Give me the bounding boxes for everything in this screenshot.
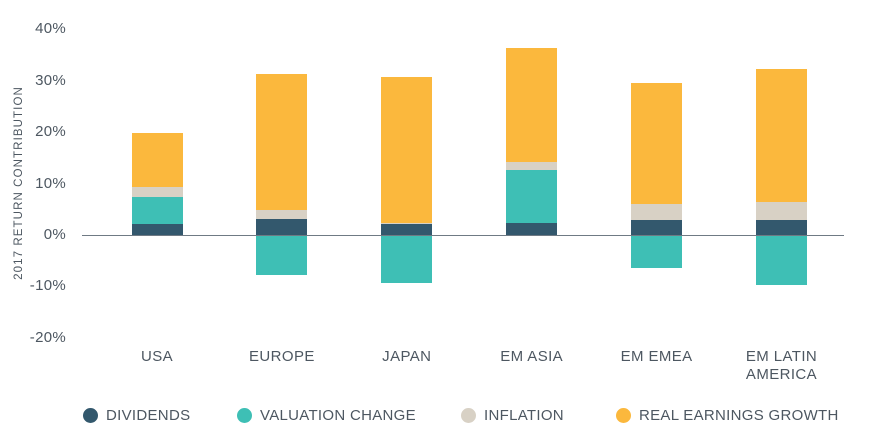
bar-segment — [256, 235, 308, 276]
bar-segment — [131, 197, 183, 225]
bar-segment — [131, 224, 183, 235]
bar-segment — [631, 83, 683, 205]
bar-segment — [131, 187, 183, 198]
bar-segment — [756, 235, 807, 285]
y-tick-label: 30% — [35, 71, 66, 89]
legend-color-dot-icon — [83, 407, 98, 423]
zero-axis-line — [82, 234, 844, 236]
x-axis-label: EUROPE — [249, 348, 315, 365]
legend-color-dot-icon — [616, 407, 631, 423]
x-axis-label: JAPAN — [382, 348, 432, 365]
legend-item: INFLATION — [461, 405, 564, 425]
bar-segment — [381, 223, 433, 225]
bar-segment — [256, 210, 308, 219]
x-axis-label: EM EMEA — [620, 348, 693, 365]
legend-label: DIVIDENDS — [106, 406, 191, 424]
bar-segment — [381, 235, 433, 284]
bar-segment — [756, 69, 807, 202]
bar-segment — [756, 201, 807, 220]
y-tick-label: 40% — [35, 20, 66, 38]
legend-label: REAL EARNINGS GROWTH — [639, 406, 839, 424]
bar-segment — [506, 223, 558, 235]
bar-segment — [631, 204, 683, 220]
bar-segment — [506, 161, 558, 171]
x-axis-label: EM LATIN AMERICA — [745, 348, 818, 383]
legend-label: INFLATION — [484, 406, 564, 424]
bar-segment — [631, 235, 683, 269]
y-tick-label: 0% — [43, 226, 66, 243]
legend-label: VALUATION CHANGE — [260, 406, 416, 424]
legend-item: REAL EARNINGS GROWTH — [616, 405, 839, 425]
bar-segment — [256, 218, 308, 235]
legend-color-dot-icon — [237, 407, 252, 423]
bar-segment — [381, 77, 433, 224]
y-tick-label: 20% — [35, 123, 66, 141]
y-tick-label: -20% — [29, 328, 66, 346]
legend-color-dot-icon — [461, 407, 476, 423]
bar-segment — [506, 47, 558, 162]
x-axis-label: EM ASIA — [500, 348, 564, 365]
bar-segment — [631, 219, 683, 235]
y-tick-label: 10% — [35, 174, 66, 192]
y-tick-label: -10% — [29, 277, 66, 295]
bar-segment — [256, 74, 308, 211]
bar-segment — [381, 224, 433, 235]
bar-segment — [506, 170, 558, 224]
x-axis-label: USA — [140, 348, 174, 365]
bar-segment — [131, 132, 183, 188]
legend-item: DIVIDENDS — [83, 405, 190, 425]
legend-item: VALUATION CHANGE — [237, 405, 416, 425]
bar-segment — [756, 219, 807, 235]
